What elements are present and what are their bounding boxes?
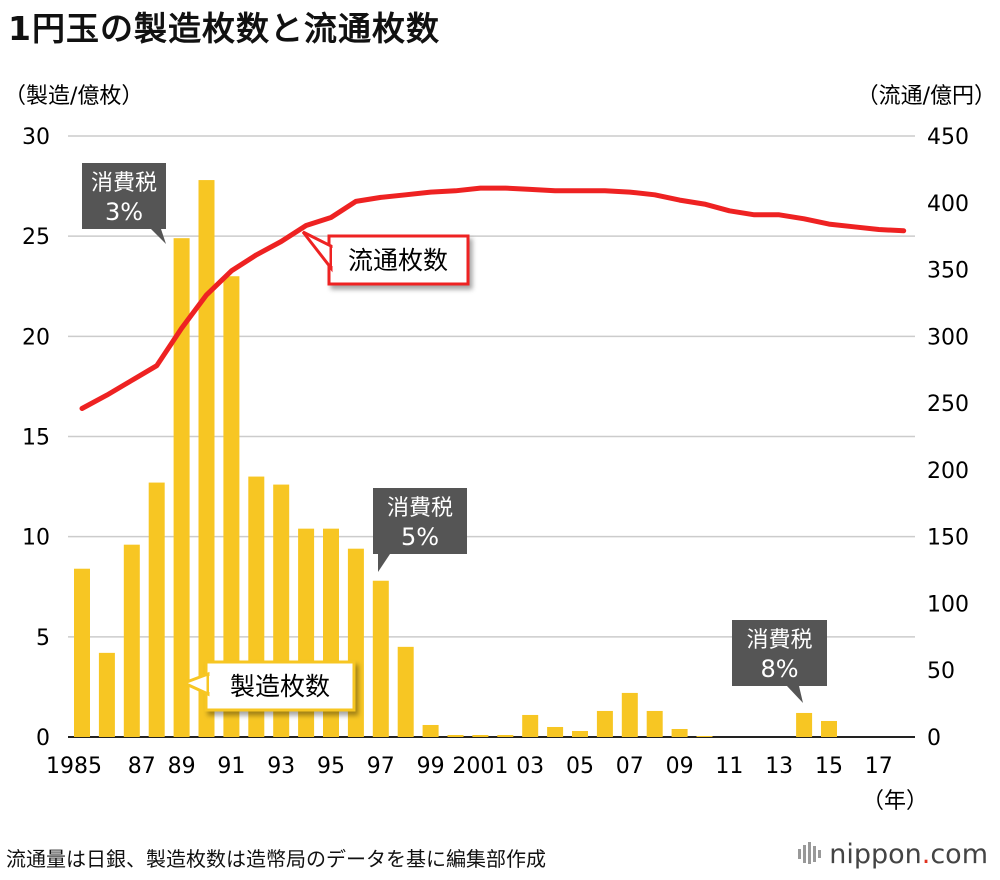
bar xyxy=(796,712,813,737)
bar xyxy=(497,734,514,737)
line-series-label: 流通枚数 xyxy=(301,230,470,286)
bar xyxy=(646,710,663,737)
x-tick-label: 99 xyxy=(417,754,445,779)
bar-label-text: 製造枚数 xyxy=(230,672,330,701)
line-label-text: 流通枚数 xyxy=(348,246,448,275)
bar xyxy=(572,730,588,737)
right-tick-label: 50 xyxy=(927,659,955,684)
bar xyxy=(223,276,240,737)
x-tick-label: 03 xyxy=(516,754,544,779)
right-axis-ticks: 0 50 100 150 200 250 300 350 400 450 xyxy=(927,125,969,751)
bar xyxy=(173,238,190,738)
x-tick-label: 1985 xyxy=(46,754,102,779)
bar xyxy=(621,692,638,737)
source-note: 流通量は日銀、製造枚数は造幣局のデータを基に編集部作成 xyxy=(6,847,546,871)
left-tick-label: 0 xyxy=(36,726,50,751)
nippon-logo-icon xyxy=(798,842,822,864)
page-title: 1円玉の製造枚数と流通枚数 xyxy=(8,9,440,48)
x-tick-label: 89 xyxy=(168,754,196,779)
bar xyxy=(198,180,215,737)
x-tick-label: 07 xyxy=(616,754,644,779)
x-tick-label: 15 xyxy=(815,754,843,779)
left-tick-label: 15 xyxy=(22,426,50,451)
bar xyxy=(123,544,140,737)
right-tick-label: 150 xyxy=(927,526,969,551)
right-tick-label: 0 xyxy=(927,726,941,751)
callout-value: 3% xyxy=(105,198,143,226)
left-tick-label: 25 xyxy=(22,225,50,250)
x-tick-label: 2001 xyxy=(452,754,508,779)
x-tick-label: 17 xyxy=(865,754,893,779)
right-tick-label: 350 xyxy=(927,259,969,284)
left-axis-label: （製造/億枚） xyxy=(4,84,143,109)
x-tick-label: 13 xyxy=(765,754,793,779)
callout-box xyxy=(373,488,467,554)
callout-box xyxy=(732,620,827,686)
bar xyxy=(447,734,464,737)
bar xyxy=(397,646,414,737)
brand-logo[interactable]: nippon.com xyxy=(797,839,988,870)
callout-title: 消費税 xyxy=(387,496,453,521)
line-label-mask xyxy=(332,248,338,266)
line-label-frame xyxy=(327,234,470,286)
brand-tld: com xyxy=(930,839,988,870)
callout-title: 消費税 xyxy=(746,628,812,653)
x-tick-label: 97 xyxy=(367,754,395,779)
x-tick-label: 05 xyxy=(566,754,594,779)
callout-value: 8% xyxy=(760,655,798,683)
x-tick-label: 11 xyxy=(715,754,743,779)
right-axis-label: （流通/億円） xyxy=(857,84,996,109)
bar xyxy=(547,726,564,737)
x-axis-ticks: 1985 87 89 91 93 95 97 99 2001 03 05 07 09 11 13 15 17 xyxy=(46,754,893,779)
right-tick-label: 200 xyxy=(927,459,969,484)
right-tick-label: 450 xyxy=(927,125,969,150)
left-tick-label: 5 xyxy=(36,626,50,651)
line-label-pointer xyxy=(301,230,333,273)
left-tick-label: 30 xyxy=(22,125,50,150)
right-tick-label: 300 xyxy=(927,325,969,350)
bar xyxy=(422,724,439,737)
left-tick-label: 20 xyxy=(22,325,50,350)
callout-title: 消費税 xyxy=(91,171,157,196)
x-tick-label: 87 xyxy=(128,754,156,779)
bar-label-mask xyxy=(209,676,215,692)
bar xyxy=(148,482,165,737)
left-axis-ticks: 0 5 10 15 20 25 30 xyxy=(22,125,50,751)
callout-pointer xyxy=(151,229,166,244)
x-tick-label: 09 xyxy=(666,754,694,779)
x-axis-unit-label: （年） xyxy=(862,789,928,814)
brand-name: nippon xyxy=(829,839,922,870)
bar xyxy=(74,568,90,737)
bar-series-label: 製造枚数 xyxy=(180,660,356,712)
bar xyxy=(671,728,688,737)
x-tick-label: 93 xyxy=(267,754,295,779)
bar xyxy=(821,720,837,737)
bar xyxy=(696,735,713,737)
right-tick-label: 250 xyxy=(927,392,969,417)
right-tick-label: 100 xyxy=(927,592,969,617)
brand-dot: . xyxy=(921,839,931,870)
bar-label-pointer xyxy=(180,671,210,697)
callout-box xyxy=(82,163,166,229)
left-tick-label: 10 xyxy=(22,526,50,551)
bar-label-frame xyxy=(204,660,356,712)
bar xyxy=(372,580,389,737)
x-tick-label: 95 xyxy=(317,754,345,779)
bar xyxy=(522,714,539,737)
callout-pointer xyxy=(787,686,803,703)
callout-value: 5% xyxy=(401,523,439,551)
circulation-line xyxy=(79,185,907,411)
right-tick-label: 400 xyxy=(927,192,969,217)
x-tick-label: 91 xyxy=(217,754,245,779)
bar xyxy=(472,734,489,737)
bar xyxy=(98,652,115,737)
bar xyxy=(596,710,613,737)
callout-pointer xyxy=(378,554,390,572)
